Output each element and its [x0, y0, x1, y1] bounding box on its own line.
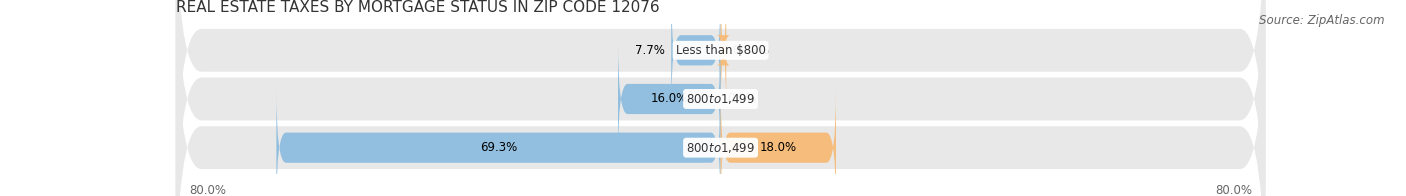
- FancyBboxPatch shape: [176, 0, 1265, 196]
- FancyBboxPatch shape: [176, 0, 1265, 196]
- Text: 16.0%: 16.0%: [651, 93, 688, 105]
- FancyBboxPatch shape: [671, 0, 721, 108]
- FancyBboxPatch shape: [721, 90, 837, 196]
- Text: $800 to $1,499: $800 to $1,499: [686, 92, 755, 106]
- Text: 69.3%: 69.3%: [479, 141, 517, 154]
- Text: 0.0%: 0.0%: [727, 93, 756, 105]
- Text: Less than $800: Less than $800: [676, 44, 765, 57]
- Text: 18.0%: 18.0%: [759, 141, 797, 154]
- Text: Source: ZipAtlas.com: Source: ZipAtlas.com: [1260, 14, 1385, 27]
- Text: $800 to $1,499: $800 to $1,499: [686, 141, 755, 155]
- FancyBboxPatch shape: [277, 90, 721, 196]
- FancyBboxPatch shape: [619, 41, 721, 157]
- Text: 0.88%: 0.88%: [733, 44, 769, 57]
- FancyBboxPatch shape: [717, 0, 730, 108]
- Text: 7.7%: 7.7%: [636, 44, 665, 57]
- Text: REAL ESTATE TAXES BY MORTGAGE STATUS IN ZIP CODE 12076: REAL ESTATE TAXES BY MORTGAGE STATUS IN …: [176, 0, 659, 15]
- FancyBboxPatch shape: [176, 0, 1265, 196]
